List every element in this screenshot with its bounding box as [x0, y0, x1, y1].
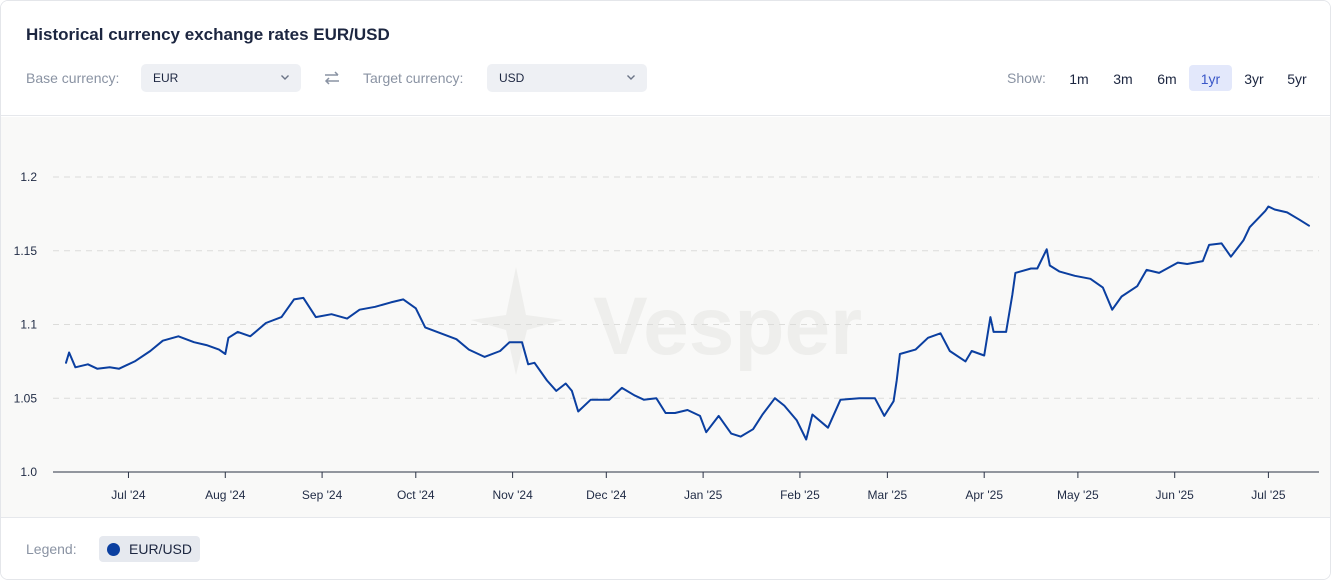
series-line-eur-usd	[65, 205, 1310, 441]
x-tick-label: Jul '25	[1251, 488, 1286, 502]
x-tick-label: Apr '25	[965, 488, 1003, 502]
chevron-down-icon	[627, 75, 635, 80]
range-1yr-button[interactable]: 1yr	[1189, 65, 1232, 91]
series-color-dot	[107, 543, 120, 556]
range-6m-button[interactable]: 6m	[1157, 71, 1177, 87]
chevron-down-icon	[281, 75, 289, 80]
y-tick-label: 1.1	[20, 318, 37, 332]
x-tick-label: Mar '25	[868, 488, 908, 502]
target-currency-label: Target currency:	[363, 70, 464, 86]
swap-icon[interactable]	[323, 69, 341, 87]
range-3m-button[interactable]: 3m	[1113, 71, 1133, 87]
x-tick-label: Jun '25	[1156, 488, 1195, 502]
plot-area	[1, 117, 1330, 517]
legend-label: Legend:	[26, 541, 77, 557]
base-currency-select[interactable]: EUR	[141, 64, 301, 92]
x-tick-label: Jul '24	[111, 488, 146, 502]
x-tick-label: Aug '24	[205, 488, 246, 502]
y-tick-label: 1.0	[20, 465, 37, 479]
line-chart: Vesper 1.0 1.05 1.1 1.15 1.2 Jul '24 Aug '24 S…	[14, 170, 1319, 502]
watermark-text: Vesper	[593, 281, 862, 372]
x-tick-label: Sep '24	[302, 488, 343, 502]
show-range-label: Show:	[1007, 70, 1046, 86]
legend-panel	[1, 517, 1330, 579]
target-currency-select[interactable]: USD	[487, 64, 647, 92]
x-tick-label: Dec '24	[586, 488, 627, 502]
x-tick-label: Nov '24	[492, 488, 533, 502]
y-tick-label: 1.05	[14, 391, 38, 405]
page-title: Historical currency exchange rates EUR/U…	[26, 25, 390, 44]
x-tick-label: Oct '24	[397, 488, 435, 502]
watermark: Vesper	[471, 267, 862, 375]
range-1m-button[interactable]: 1m	[1069, 71, 1089, 87]
x-tick-label: Jan '25	[684, 488, 723, 502]
header-panel	[1, 1, 1330, 116]
x-tick-label: May '25	[1057, 488, 1099, 502]
base-currency-label: Base currency:	[26, 70, 120, 86]
x-tick-label: Feb '25	[780, 488, 820, 502]
base-currency-value: EUR	[153, 71, 179, 85]
legend-item-label: EUR/USD	[129, 541, 193, 557]
range-5yr-button[interactable]: 5yr	[1287, 71, 1307, 87]
target-currency-value: USD	[499, 71, 525, 85]
range-3yr-button[interactable]: 3yr	[1244, 71, 1264, 87]
y-tick-label: 1.2	[20, 170, 37, 184]
legend-item-eur-usd[interactable]: EUR/USD	[99, 536, 201, 562]
y-tick-label: 1.15	[14, 244, 38, 258]
